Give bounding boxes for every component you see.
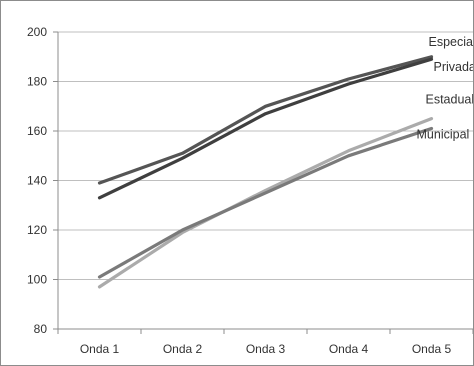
y-tick-label: 120	[27, 223, 47, 237]
axes: 80 100 120 140 160 180 200 Onda 1 Onda 2 Onda 3 On…	[27, 25, 473, 356]
x-tick-label: Onda 2	[163, 342, 203, 356]
series-line-privada	[97, 57, 434, 200]
y-tick-label: 180	[27, 75, 47, 89]
y-tick-label: 140	[27, 174, 47, 188]
y-tick-label: 160	[27, 124, 47, 138]
series-label-especial: Especial	[429, 35, 474, 49]
y-tick-label: 100	[27, 273, 47, 287]
series-line-estadual	[97, 116, 434, 289]
gridlines	[58, 31, 473, 280]
series-label-estadual: Estadual	[426, 93, 474, 107]
x-tick-label: Onda 3	[246, 342, 286, 356]
series-label-privada: Privada	[434, 60, 474, 74]
series-label-municipal: Municipal	[417, 128, 470, 142]
series-lines	[97, 55, 434, 289]
x-tick-label: Onda 1	[80, 342, 120, 356]
x-tick-label: Onda 4	[329, 342, 369, 356]
series-labels: Especial Privada Estadual Municipal	[417, 35, 474, 142]
x-tick-label: Onda 5	[412, 342, 452, 356]
series-line-especial	[97, 55, 434, 185]
y-tick-label: 80	[34, 322, 48, 336]
series-line-municipal	[97, 126, 434, 279]
y-tick-label: 200	[27, 25, 47, 39]
